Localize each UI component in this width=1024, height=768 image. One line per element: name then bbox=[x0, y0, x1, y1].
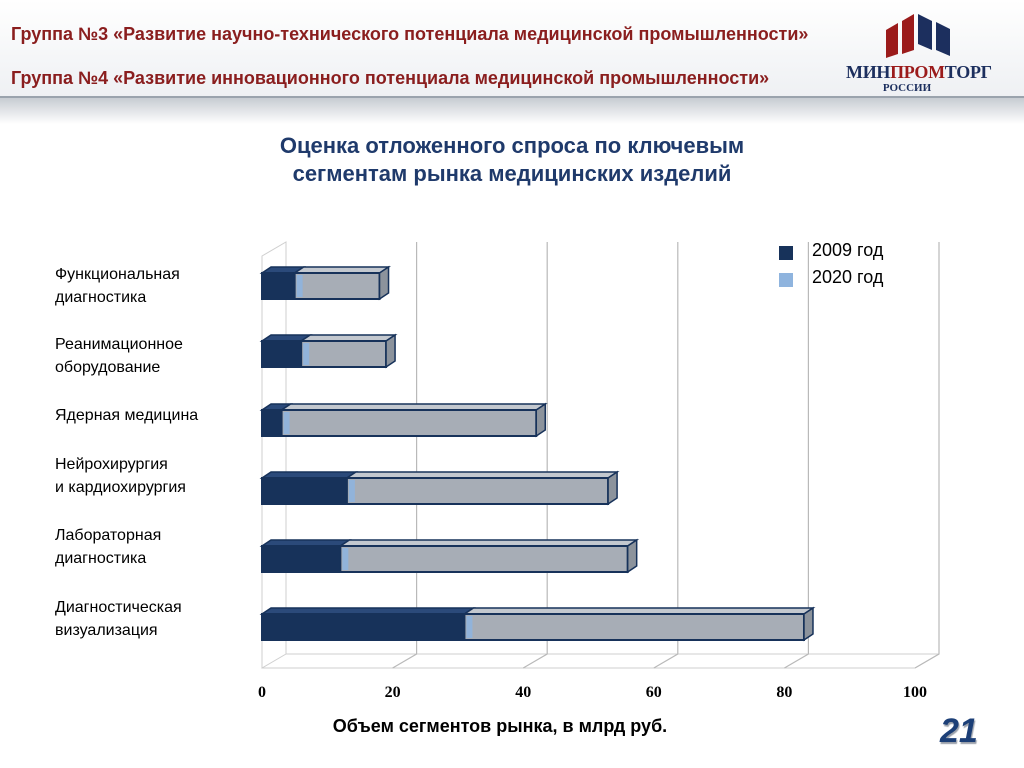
category-label-1: Реанимационное оборудование bbox=[55, 333, 183, 379]
gridline-20 bbox=[392, 242, 418, 669]
bar-end-5 bbox=[803, 606, 814, 642]
x-tick-label-20: 20 bbox=[385, 684, 401, 701]
category-label-2-line1: Ядерная медицина bbox=[55, 407, 199, 424]
bar-2020-1 bbox=[300, 340, 388, 368]
bar-end-2 bbox=[535, 402, 547, 438]
bar-end-4 bbox=[626, 538, 638, 574]
gridline-100 bbox=[914, 242, 940, 669]
bar-highlight-1 bbox=[303, 343, 310, 365]
bar-end-3 bbox=[607, 470, 618, 506]
logo-subtitle: РОССИИ bbox=[882, 82, 932, 94]
chart-left-wall bbox=[261, 241, 287, 669]
bar-highlight-0 bbox=[296, 275, 303, 297]
category-label-4-line1: Лабораторная bbox=[55, 527, 162, 544]
bar-highlight-2 bbox=[283, 412, 290, 434]
header-title-group4: Группа №4 «Развитие инновационного потен… bbox=[11, 68, 770, 88]
legend-label-2020: 2020 год bbox=[812, 267, 884, 287]
bar-2009-5 bbox=[261, 613, 466, 641]
bar-2020-5 bbox=[463, 613, 805, 641]
logo-columns-icon bbox=[886, 14, 950, 58]
x-tick-label-100: 100 bbox=[903, 684, 927, 701]
category-label-0-line1: Функциональная bbox=[55, 266, 180, 283]
bar-end-1 bbox=[385, 333, 396, 369]
chart-title-line2: сегментам рынка медицинских изделий bbox=[292, 161, 732, 186]
x-tick-label-0: 0 bbox=[258, 684, 266, 701]
header-title-group3: Группа №3 «Развитие научно-технического … bbox=[11, 24, 809, 44]
category-label-4: Лабораторная диагностика bbox=[55, 524, 161, 570]
header-bar bbox=[0, 0, 1024, 98]
category-label-2: Ядерная медицина bbox=[55, 404, 198, 427]
page-number: 21 bbox=[940, 712, 978, 750]
chart-right-wall bbox=[914, 242, 940, 669]
chart-title: Оценка отложенного спроса по ключевым се… bbox=[200, 132, 824, 188]
category-label-5-line2: визуализация bbox=[55, 622, 158, 639]
bar-2009-3 bbox=[261, 477, 348, 505]
logo-wordmark: МИНПРОМТОРГ bbox=[846, 62, 992, 82]
minpromtorg-logo: МИНПРОМТОРГ РОССИИ bbox=[846, 10, 992, 94]
bar-2020-0 bbox=[293, 272, 381, 300]
category-label-0-line2: диагностика bbox=[55, 289, 147, 306]
gridline-60 bbox=[653, 242, 679, 669]
category-label-1-line2: оборудование bbox=[55, 359, 161, 376]
category-label-0: Функциональная диагностика bbox=[55, 263, 180, 309]
bar-highlight-3 bbox=[348, 480, 355, 502]
x-axis-label: Объем сегментов рынка, в млрд руб. bbox=[332, 716, 668, 736]
bar-end-0 bbox=[378, 265, 390, 301]
category-label-3: Нейрохирургия и кардиохирургия bbox=[55, 453, 186, 499]
bar-2009-4 bbox=[261, 545, 342, 573]
category-label-4-line2: диагностика bbox=[55, 550, 147, 567]
category-label-3-line1: Нейрохирургия bbox=[55, 456, 168, 473]
header-divider bbox=[0, 96, 1024, 98]
gridline-40 bbox=[522, 242, 548, 669]
bar-highlight-4 bbox=[342, 548, 349, 570]
bar-2009-2 bbox=[261, 409, 283, 437]
bar-2009-0 bbox=[261, 272, 296, 300]
bar-highlight-5 bbox=[466, 616, 473, 638]
legend-label-2009: 2009 год bbox=[812, 240, 884, 260]
legend-swatch-2020 bbox=[779, 273, 793, 287]
x-tick-label-80: 80 bbox=[776, 684, 792, 701]
header-shadow bbox=[0, 98, 1024, 124]
legend-swatch-2009 bbox=[779, 246, 793, 260]
bar-2020-4 bbox=[339, 545, 629, 573]
x-tick-label-40: 40 bbox=[515, 684, 531, 701]
category-label-1-line1: Реанимационное bbox=[55, 336, 183, 353]
category-label-5: Диагностическая визуализация bbox=[55, 596, 182, 642]
gridline-80 bbox=[784, 242, 809, 669]
bar-2020-3 bbox=[345, 477, 610, 505]
chart-title-line1: Оценка отложенного спроса по ключевым bbox=[279, 133, 745, 158]
bar-2009-1 bbox=[261, 340, 303, 368]
category-label-3-line2: и кардиохирургия bbox=[55, 479, 186, 496]
x-tick-label-60: 60 bbox=[646, 684, 662, 701]
category-label-5-line1: Диагностическая bbox=[55, 599, 182, 616]
bar-2020-2 bbox=[280, 409, 538, 437]
